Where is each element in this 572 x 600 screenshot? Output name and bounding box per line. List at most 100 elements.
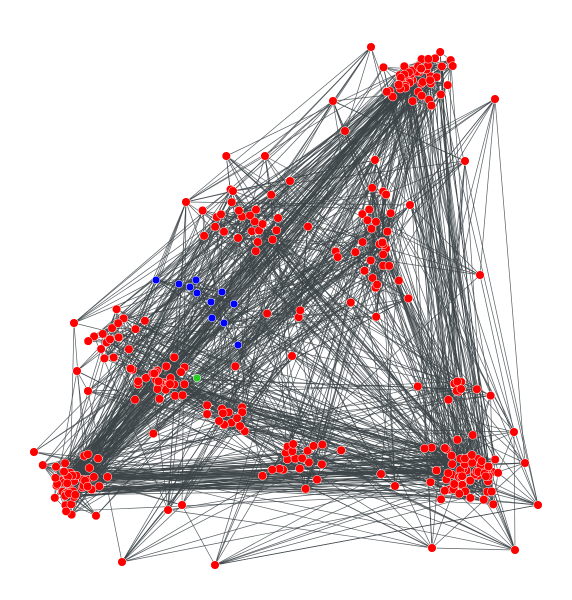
graph-edge (364, 270, 425, 449)
red-graph-node (366, 255, 376, 265)
graph-edge (436, 66, 443, 471)
graph-edge (371, 228, 455, 485)
graph-edge (76, 81, 406, 372)
red-graph-node (89, 472, 99, 482)
red-graph-node (91, 511, 101, 521)
red-graph-node (130, 395, 140, 405)
red-graph-node (475, 270, 485, 280)
red-graph-node (285, 176, 295, 186)
red-graph-node (420, 443, 430, 454)
graph-edge (242, 406, 425, 449)
red-graph-node (520, 458, 530, 468)
red-graph-node (251, 246, 261, 256)
graph-edge (97, 408, 223, 459)
red-graph-node (484, 461, 494, 472)
red-graph-node (423, 54, 433, 64)
graph-edge (226, 58, 429, 157)
graph-edge (417, 66, 471, 481)
red-graph-node (257, 471, 268, 481)
red-graph-node (148, 429, 158, 439)
red-graph-node (83, 386, 93, 396)
graph-edge (436, 77, 489, 477)
graph-edge (479, 98, 496, 276)
graph-edge (385, 194, 466, 459)
red-graph-node (130, 324, 141, 334)
blue-graph-node (233, 340, 243, 350)
red-graph-node (488, 499, 498, 509)
graph-edge (409, 82, 487, 477)
graph-edge (385, 80, 431, 249)
blue-graph-node (207, 313, 217, 323)
graph-edge (267, 313, 377, 318)
graph-edge (464, 160, 487, 477)
red-graph-node (359, 266, 370, 276)
red-graph-node (105, 334, 115, 344)
graph-edge (233, 303, 323, 445)
red-graph-node (165, 379, 175, 389)
red-graph-node (509, 427, 519, 437)
red-graph-node (152, 384, 163, 394)
graph-edge (121, 463, 465, 563)
red-graph-node (447, 459, 457, 469)
graph-edge (67, 468, 280, 484)
red-graph-node (472, 384, 482, 394)
red-graph-node (440, 443, 450, 453)
graph-edge (63, 452, 286, 472)
graph-edge (73, 322, 85, 456)
graph-edge (232, 100, 334, 192)
red-graph-node (317, 440, 327, 450)
graph-edge (185, 58, 422, 203)
graph-edge (118, 337, 476, 475)
graph-edge (184, 260, 371, 385)
red-graph-node (83, 481, 93, 491)
graph-edge (221, 291, 241, 427)
graph-edge (447, 85, 539, 506)
red-graph-node (468, 430, 478, 440)
graph-edge (118, 248, 387, 324)
red-graph-node (210, 560, 220, 570)
red-graph-node (443, 468, 453, 478)
graph-edge (116, 235, 205, 310)
red-graph-node (214, 416, 224, 426)
graph-edge (305, 450, 342, 490)
graph-edge (238, 210, 246, 432)
red-graph-node (61, 506, 71, 516)
red-graph-node (486, 391, 496, 401)
graph-edge (202, 210, 455, 485)
graph-edge (145, 377, 437, 471)
graph-edge (118, 316, 377, 338)
graph-edge (93, 450, 308, 478)
graph-edge (255, 250, 453, 475)
graph-edge (405, 87, 462, 382)
graph-edge (400, 77, 489, 467)
red-graph-node (454, 489, 464, 499)
graph-edge (72, 471, 488, 476)
graph-edge (116, 65, 429, 310)
graph-edge (241, 231, 253, 408)
graph-edge (73, 83, 432, 498)
graph-edge (87, 59, 451, 342)
red-graph-node (273, 213, 283, 223)
red-graph-node (426, 100, 436, 111)
red-graph-node (141, 373, 151, 383)
red-graph-node (267, 465, 277, 475)
red-graph-node (93, 453, 103, 464)
red-graph-node (431, 465, 442, 476)
graph-edge (383, 244, 458, 382)
red-graph-node (258, 219, 268, 229)
graph-edge (237, 344, 433, 549)
red-graph-node (84, 463, 94, 473)
graph-edge (74, 480, 494, 505)
red-graph-node (372, 280, 382, 290)
graph-edge (73, 180, 291, 324)
graph-edge (460, 381, 526, 464)
graph-edge (232, 46, 372, 192)
graph-edge (428, 99, 493, 492)
graph-edge (424, 98, 496, 449)
graph-edge (69, 428, 243, 475)
graph-edge (134, 399, 154, 434)
red-graph-node (83, 336, 93, 346)
red-graph-node (481, 471, 491, 481)
red-graph-node (371, 217, 381, 227)
graph-edge (87, 235, 205, 455)
